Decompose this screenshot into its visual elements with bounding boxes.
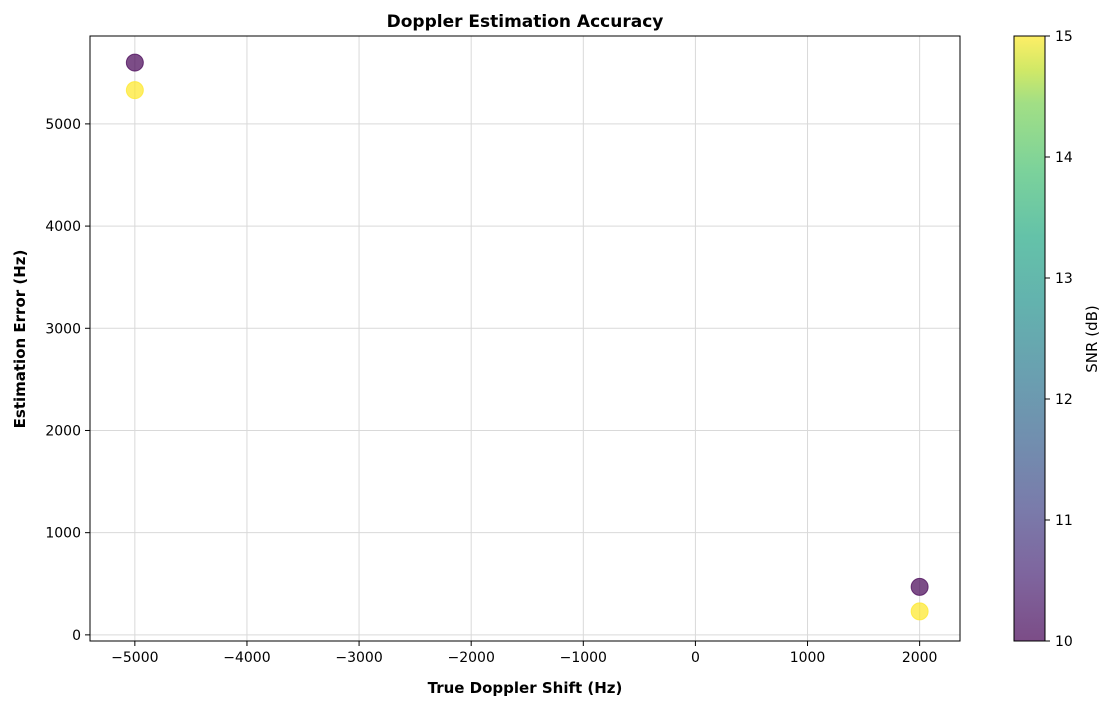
y-axis-label: Estimation Error (Hz) — [11, 250, 29, 429]
colorbar-tick-label: 14 — [1055, 150, 1073, 166]
colorbar-tick-label: 10 — [1055, 634, 1073, 650]
chart-title: Doppler Estimation Accuracy — [387, 12, 664, 32]
x-axis-label: True Doppler Shift (Hz) — [428, 679, 623, 697]
data-point — [125, 53, 144, 72]
x-tick-label: 1000 — [790, 650, 826, 666]
colorbar-gradient — [1014, 36, 1045, 641]
colorbar-tick-label: 11 — [1055, 513, 1073, 529]
data-point — [910, 577, 929, 596]
y-axis-ticks: 0 1000 2000 3000 4000 5000 — [45, 117, 90, 644]
y-tick-label: 4000 — [45, 219, 81, 235]
data-point — [125, 81, 144, 100]
colorbar-tick-label: 12 — [1055, 392, 1073, 408]
x-tick-label: −3000 — [335, 650, 382, 666]
grid-lines — [90, 36, 960, 641]
x-tick-label: −5000 — [111, 650, 158, 666]
colorbar-ticks: 10 11 12 13 14 15 — [1045, 29, 1073, 650]
y-tick-label: 2000 — [45, 423, 81, 439]
x-tick-label: −2000 — [448, 650, 495, 666]
colorbar-label: SNR (dB) — [1083, 305, 1101, 372]
data-points — [125, 53, 929, 621]
plot-frame — [89, 35, 961, 642]
data-point — [910, 602, 929, 621]
x-tick-label: 2000 — [902, 650, 938, 666]
x-tick-label: 0 — [691, 650, 700, 666]
y-tick-label: 1000 — [45, 526, 81, 542]
y-tick-label: 3000 — [45, 321, 81, 337]
x-tick-label: −4000 — [223, 650, 270, 666]
colorbar-tick-label: 15 — [1055, 29, 1073, 45]
y-tick-label: 0 — [72, 628, 81, 644]
y-tick-label: 5000 — [45, 117, 81, 133]
x-axis-ticks: −5000 −4000 −3000 −2000 −1000 0 1000 2000 — [111, 641, 937, 666]
colorbar: 10 11 12 13 14 15 SNR (dB) — [1013, 29, 1101, 650]
x-tick-label: −1000 — [560, 650, 607, 666]
colorbar-tick-label: 13 — [1055, 271, 1073, 287]
colorbar-frame — [1013, 35, 1046, 642]
